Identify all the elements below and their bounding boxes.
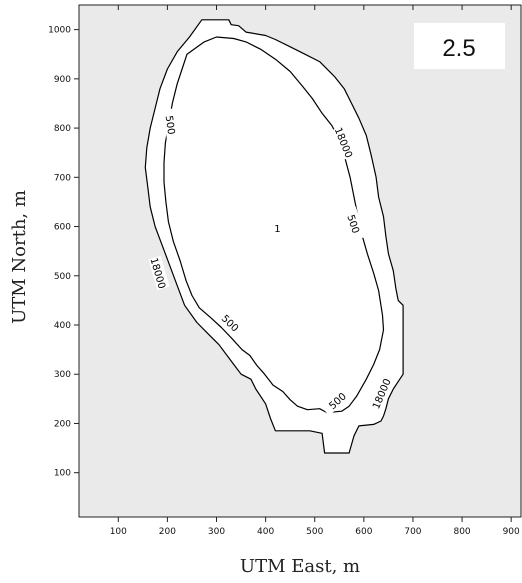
y-tick-label-700: 700 [54,173,71,183]
x-tick-label-200: 200 [159,527,176,537]
x-tick-label-900: 900 [503,527,520,537]
contour-label-group-3: 1 [274,224,280,235]
y-tick-label-500: 500 [54,272,71,282]
contour-label-background-6 [320,384,354,416]
y-tick-label-300: 300 [54,370,71,380]
y-tick-label-400: 400 [54,321,71,331]
y-tick-label-600: 600 [54,223,71,233]
x-tick-label-600: 600 [355,527,372,537]
contour-label-3: 1 [274,224,280,235]
tick-layer: 100 200 300 400 500 600 700 800 900 100 200 300 400 5… [48,5,520,537]
panel-label: 2.5 [442,35,475,62]
contour-label-background-4 [148,255,170,291]
x-axis-title: UTM East, m [240,556,360,577]
x-tick-label-400: 400 [257,527,274,537]
panel-label-box [414,23,505,69]
y-tick-label-100: 100 [54,469,71,479]
x-tick-label-500: 500 [306,527,323,537]
contour-label-background-5 [214,306,247,339]
y-axis-title: UTM North, m [9,190,30,324]
contour-label-0: 500 [163,115,177,135]
contour-label-background-1 [332,124,357,160]
x-tick-label-300: 300 [208,527,225,537]
y-tick-label-800: 800 [54,124,71,134]
x-tick-label-800: 800 [453,527,470,537]
x-tick-label-700: 700 [404,527,421,537]
y-tick-label-200: 200 [54,419,71,429]
contour-label-background-7 [368,376,393,411]
contour-label-background-2 [343,206,366,241]
contour-label-background-0 [162,108,181,142]
y-tick-label-900: 900 [54,75,71,85]
x-tick-label-100: 100 [110,527,127,537]
contour-label-group-0: 500 [162,108,181,142]
y-tick-label-1000: 1000 [48,26,71,36]
